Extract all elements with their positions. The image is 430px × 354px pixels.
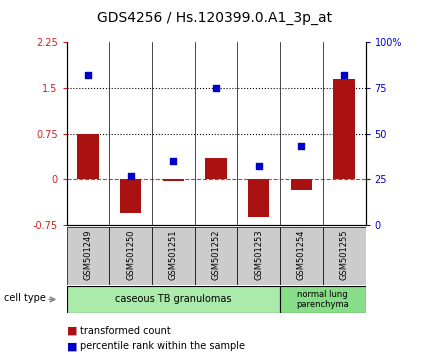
Text: GSM501250: GSM501250 — [126, 229, 135, 280]
Bar — [163, 179, 184, 181]
Text: ■: ■ — [67, 341, 77, 351]
Bar — [237, 227, 280, 285]
Bar — [120, 179, 141, 213]
Text: GSM501249: GSM501249 — [83, 229, 92, 280]
Text: GSM501252: GSM501252 — [212, 229, 221, 280]
Text: caseous TB granulomas: caseous TB granulomas — [115, 295, 232, 304]
Text: GSM501253: GSM501253 — [254, 229, 263, 280]
Bar — [280, 227, 323, 285]
Point — [298, 144, 305, 149]
Bar — [206, 158, 227, 179]
Bar — [77, 134, 98, 179]
Point — [170, 158, 177, 164]
Point — [341, 73, 347, 78]
Bar — [109, 227, 152, 285]
Text: transformed count: transformed count — [80, 326, 170, 336]
Bar — [67, 286, 280, 313]
Point — [212, 85, 219, 91]
Bar — [152, 227, 195, 285]
Bar — [248, 179, 270, 217]
Text: normal lung
parenchyma: normal lung parenchyma — [296, 290, 349, 309]
Text: GSM501254: GSM501254 — [297, 229, 306, 280]
Text: ■: ■ — [67, 326, 77, 336]
Point — [85, 73, 92, 78]
Bar — [323, 227, 366, 285]
Bar — [280, 286, 366, 313]
Text: percentile rank within the sample: percentile rank within the sample — [80, 341, 245, 351]
Text: GSM501255: GSM501255 — [340, 229, 349, 280]
Bar — [334, 79, 355, 179]
Bar — [195, 227, 237, 285]
Point — [127, 173, 134, 178]
Bar — [291, 179, 312, 190]
Text: GSM501251: GSM501251 — [169, 229, 178, 280]
Text: cell type: cell type — [4, 293, 46, 303]
Point — [255, 164, 262, 169]
Text: GDS4256 / Hs.120399.0.A1_3p_at: GDS4256 / Hs.120399.0.A1_3p_at — [98, 11, 332, 25]
Bar — [67, 227, 109, 285]
